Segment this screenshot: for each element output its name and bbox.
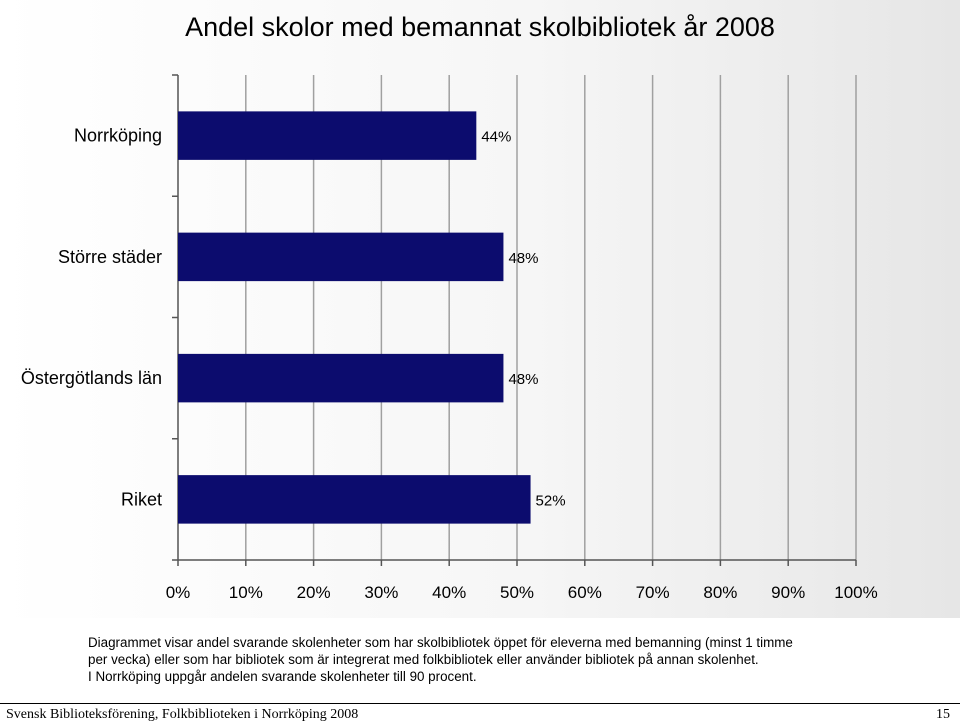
bar-chart: 0% 10% 20% 30% 40% 50% 60% 70% 80% 90% 100% Norrköp…	[21, 74, 878, 602]
category-label-0: Norrköping	[74, 126, 162, 146]
chart-caption: Diagrammet visar andel svarande skolenhe…	[88, 634, 948, 685]
category-label-2: Östergötlands län	[21, 368, 162, 388]
caption-line-3: I Norrköping uppgår andelen svarande sko…	[88, 669, 477, 684]
x-tick-label-0: 0%	[166, 583, 191, 602]
data-label-0: 44%	[481, 129, 511, 146]
bar-3	[178, 475, 531, 524]
bar-0	[178, 111, 477, 160]
category-label-1: Större städer	[58, 247, 162, 267]
x-tick-label-2: 20%	[297, 583, 331, 602]
x-tick-label-3: 30%	[364, 583, 398, 602]
category-label-3: Riket	[121, 489, 162, 509]
data-label-3: 52%	[536, 492, 566, 509]
x-tick-label-7: 70%	[636, 583, 670, 602]
caption-line-2: per vecka) eller som har bibliotek som ä…	[88, 652, 759, 667]
x-tick-label-8: 80%	[703, 583, 737, 602]
x-tick-label-5: 50%	[500, 583, 534, 602]
bar-1	[178, 232, 504, 282]
caption-line-1: Diagrammet visar andel svarande skolenhe…	[88, 635, 793, 650]
data-label-2: 48%	[508, 371, 538, 388]
footer-divider	[0, 703, 960, 704]
footer-source: Svensk Biblioteksförening, Folkbibliotek…	[6, 707, 359, 722]
x-tick-label-6: 60%	[568, 583, 602, 602]
x-tick-label-10: 100%	[834, 583, 877, 602]
x-tick-label-1: 10%	[229, 583, 263, 602]
x-tick-label-4: 40%	[432, 583, 466, 602]
bar-2	[178, 353, 504, 403]
chart-title: Andel skolor med bemannat skolbibliotek …	[185, 12, 775, 42]
page-number: 15	[936, 707, 950, 722]
data-label-1: 48%	[508, 250, 538, 267]
x-tick-label-9: 90%	[771, 583, 805, 602]
